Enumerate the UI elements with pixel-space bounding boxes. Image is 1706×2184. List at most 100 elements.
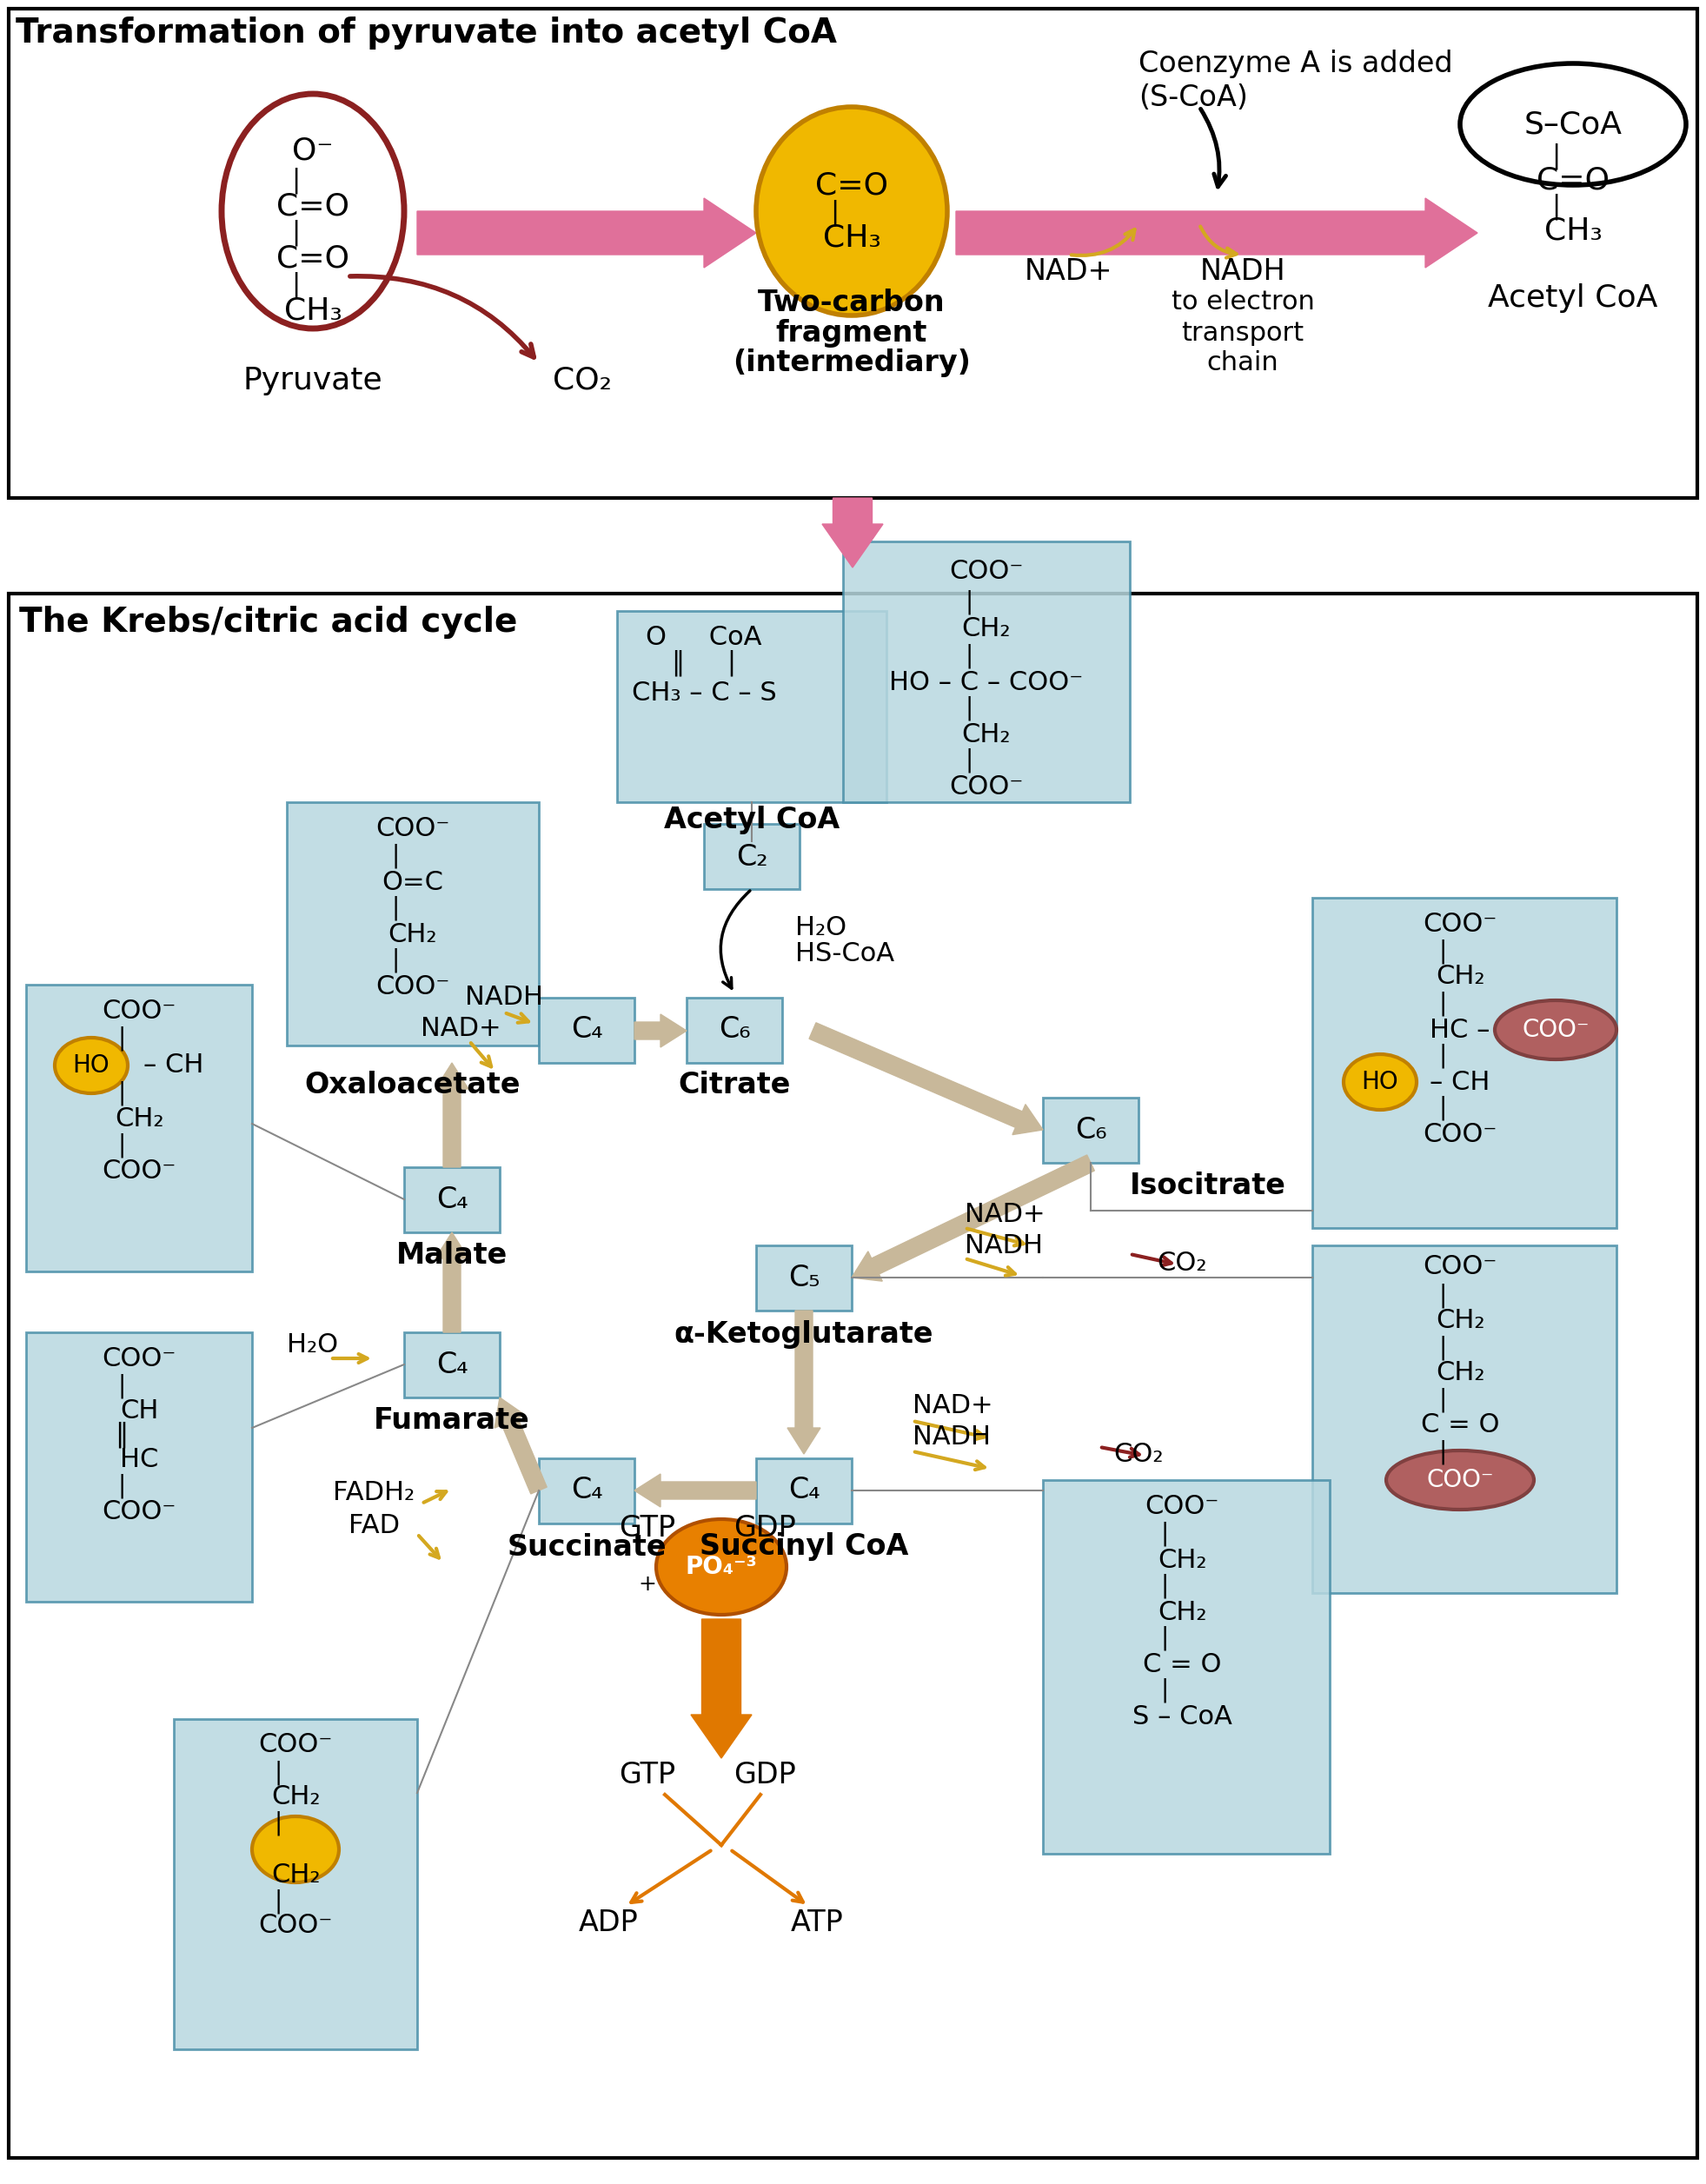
- Text: COO⁻: COO⁻: [1522, 1018, 1590, 1042]
- Polygon shape: [435, 1232, 469, 1332]
- FancyBboxPatch shape: [9, 594, 1697, 2158]
- Text: CH₂: CH₂: [271, 1863, 321, 1889]
- Text: HC –: HC –: [1430, 1018, 1491, 1042]
- FancyBboxPatch shape: [539, 1459, 635, 1524]
- Text: The Krebs/citric acid cycle: The Krebs/citric acid cycle: [19, 605, 517, 638]
- Text: C₄: C₄: [572, 1476, 602, 1505]
- Text: |: |: [1438, 939, 1447, 963]
- Text: ‖     |: ‖ |: [672, 651, 737, 677]
- Text: (intermediary): (intermediary): [732, 349, 971, 378]
- Text: Isocitrate: Isocitrate: [1129, 1173, 1286, 1201]
- Text: COO⁻: COO⁻: [1423, 911, 1498, 937]
- Text: Pyruvate: Pyruvate: [242, 367, 382, 395]
- FancyBboxPatch shape: [756, 1459, 851, 1524]
- Text: COO⁻: COO⁻: [258, 1732, 333, 1758]
- Text: ADP: ADP: [578, 1909, 638, 1937]
- Text: NAD+: NAD+: [420, 1016, 502, 1042]
- Text: +: +: [638, 1575, 657, 1594]
- Text: PO₄⁻³: PO₄⁻³: [686, 1555, 757, 1579]
- Text: C₂: C₂: [735, 843, 768, 871]
- Text: C=O: C=O: [276, 192, 350, 221]
- Text: COO⁻: COO⁻: [375, 974, 450, 998]
- Text: COO⁻: COO⁻: [102, 1160, 176, 1184]
- Text: |: |: [1438, 1096, 1447, 1120]
- Text: CH₃: CH₃: [1544, 216, 1602, 245]
- FancyBboxPatch shape: [26, 1332, 252, 1601]
- Text: CH₂: CH₂: [271, 1784, 321, 1811]
- Text: |: |: [118, 1026, 126, 1051]
- Text: |: |: [1438, 1439, 1447, 1465]
- FancyBboxPatch shape: [1312, 1245, 1617, 1592]
- Text: CH₃: CH₃: [283, 297, 341, 325]
- Text: NAD+: NAD+: [964, 1203, 1046, 1227]
- Text: |: |: [292, 168, 300, 194]
- Text: GDP: GDP: [734, 1514, 797, 1542]
- Text: – CH: – CH: [143, 1053, 205, 1079]
- Text: |: |: [1438, 1337, 1447, 1361]
- Text: |: |: [275, 1811, 281, 1837]
- Text: chain: chain: [1206, 352, 1280, 376]
- Text: C₆: C₆: [718, 1016, 751, 1044]
- Text: |: |: [966, 644, 972, 668]
- Text: FAD: FAD: [348, 1514, 399, 1538]
- Ellipse shape: [222, 94, 404, 328]
- FancyBboxPatch shape: [618, 612, 887, 802]
- Text: |: |: [966, 590, 972, 614]
- FancyBboxPatch shape: [404, 1332, 500, 1398]
- FancyBboxPatch shape: [686, 998, 781, 1064]
- Text: CO₂: CO₂: [1114, 1441, 1163, 1468]
- Text: Acetyl CoA: Acetyl CoA: [1488, 284, 1658, 312]
- Text: |: |: [391, 948, 399, 972]
- Text: |: |: [966, 749, 972, 773]
- Text: |: |: [1438, 1387, 1447, 1413]
- Text: GTP: GTP: [619, 1514, 676, 1542]
- Polygon shape: [635, 1013, 686, 1048]
- Text: transport: transport: [1182, 321, 1303, 345]
- Text: Citrate: Citrate: [679, 1070, 790, 1099]
- Text: CH: CH: [119, 1398, 159, 1424]
- Text: C₆: C₆: [1075, 1116, 1107, 1144]
- Text: CH₃ – C – S: CH₃ – C – S: [631, 681, 776, 705]
- Text: CH₂: CH₂: [389, 922, 437, 948]
- Text: |: |: [829, 199, 839, 227]
- Text: NAD+: NAD+: [1025, 258, 1112, 286]
- Text: COO⁻: COO⁻: [102, 1345, 176, 1372]
- Text: |: |: [391, 895, 399, 922]
- Text: CH₃: CH₃: [822, 223, 880, 251]
- Text: COO⁻: COO⁻: [258, 1913, 333, 1939]
- Text: C₄: C₄: [788, 1476, 821, 1505]
- Text: CH₂: CH₂: [1435, 963, 1484, 989]
- Text: CH₂: CH₂: [962, 616, 1012, 640]
- Text: CH₂: CH₂: [962, 721, 1012, 747]
- Text: CO₂: CO₂: [553, 367, 612, 395]
- Text: ATP: ATP: [790, 1909, 843, 1937]
- Text: S – CoA: S – CoA: [1133, 1704, 1232, 1730]
- Text: |: |: [1438, 1284, 1447, 1308]
- Text: CH₂: CH₂: [1157, 1548, 1206, 1572]
- FancyBboxPatch shape: [404, 1166, 500, 1232]
- Text: |: |: [1438, 992, 1447, 1016]
- Text: – CH: – CH: [1430, 1070, 1491, 1094]
- Text: NADH: NADH: [913, 1424, 991, 1450]
- Text: to electron: to electron: [1170, 290, 1314, 314]
- FancyBboxPatch shape: [287, 802, 539, 1046]
- Polygon shape: [418, 199, 756, 269]
- Ellipse shape: [1460, 63, 1686, 186]
- Polygon shape: [788, 1310, 821, 1455]
- FancyBboxPatch shape: [756, 1245, 851, 1310]
- Text: O⁻: O⁻: [292, 135, 333, 166]
- Text: FADH₂: FADH₂: [333, 1481, 415, 1505]
- Polygon shape: [809, 1022, 1042, 1136]
- Polygon shape: [691, 1618, 752, 1758]
- Polygon shape: [495, 1398, 548, 1494]
- Text: HO: HO: [1361, 1070, 1399, 1094]
- Text: |: |: [1160, 1625, 1169, 1651]
- Text: NAD+: NAD+: [913, 1393, 993, 1420]
- Text: |: |: [1160, 1575, 1169, 1599]
- Text: C=O: C=O: [1537, 166, 1609, 197]
- Text: |: |: [1160, 1677, 1169, 1704]
- Text: HO – C – COO⁻: HO – C – COO⁻: [889, 670, 1083, 695]
- Text: Fumarate: Fumarate: [374, 1406, 531, 1435]
- Text: C = O: C = O: [1421, 1413, 1500, 1437]
- Text: COO⁻: COO⁻: [102, 998, 176, 1024]
